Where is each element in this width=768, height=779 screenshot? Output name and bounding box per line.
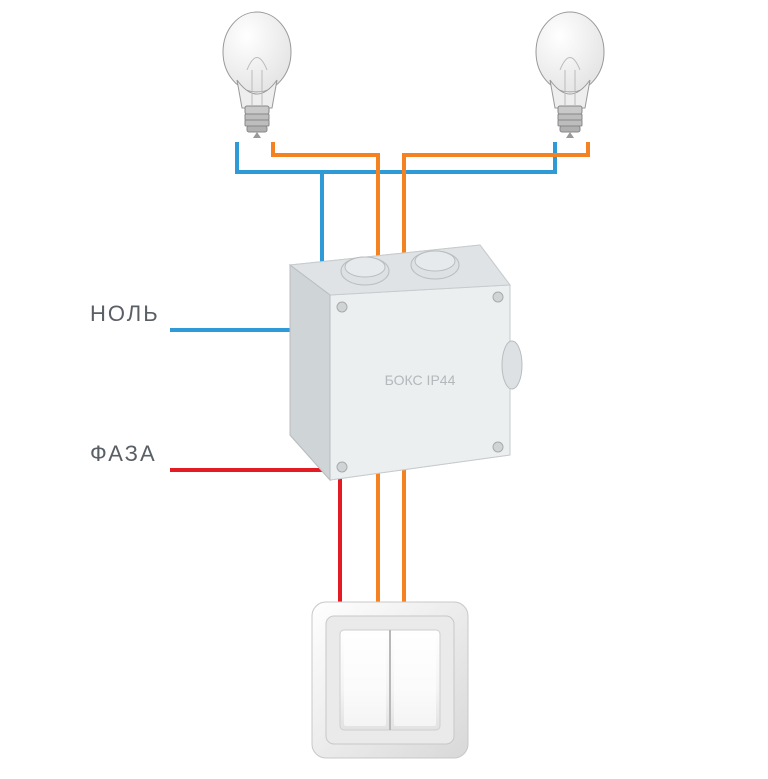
bulb-right xyxy=(530,10,610,140)
double-switch[interactable] xyxy=(310,600,470,760)
bulb-left xyxy=(217,10,297,140)
junction-box: БОКС IP44 xyxy=(270,235,530,485)
label-phase: ФАЗА xyxy=(90,441,157,467)
label-neutral: НОЛЬ xyxy=(90,301,160,327)
wiring-diagram: БОКС IP44 НОЛЬ ФА xyxy=(0,0,768,779)
junction-box-label: БОКС IP44 xyxy=(385,372,456,388)
wire-neutral-jumper xyxy=(322,142,555,172)
